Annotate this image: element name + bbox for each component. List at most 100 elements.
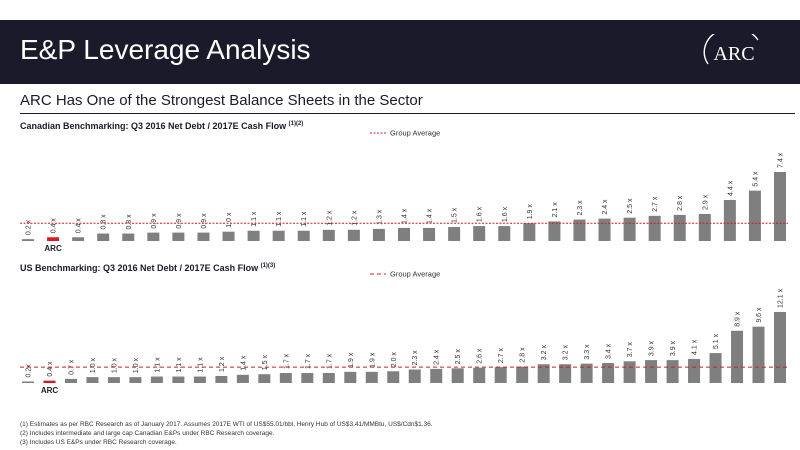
arc-bar: [47, 237, 60, 241]
bar-value-label: 1.9 x: [369, 352, 376, 368]
legend-label: Group Average: [390, 129, 440, 138]
bar: [623, 217, 636, 241]
bar-value-label: 1.6 x: [502, 206, 509, 222]
bar-value-label: 2.6 x: [477, 348, 484, 364]
bar: [673, 214, 686, 241]
bar-value-label: 1.7 x: [326, 353, 333, 369]
footnotes: (1) Estimates as per RBC Research as of …: [20, 420, 433, 447]
bar: [222, 231, 235, 241]
bar-value-label: 1.4 x: [240, 355, 247, 371]
bar: [573, 219, 586, 241]
bar-value-label: 4.1 x: [692, 339, 699, 355]
bar-value-label: 0.4 x: [47, 361, 54, 377]
bar: [150, 376, 163, 383]
bar: [709, 353, 722, 383]
bar-value-label: 2.0 x: [391, 352, 398, 368]
bar-value-label: 1.5 x: [262, 355, 269, 371]
bar-value-label: 5.4 x: [752, 171, 759, 187]
bar-value-label: 2.7 x: [498, 347, 505, 363]
legend-label: Group Average: [390, 270, 440, 279]
bar: [516, 366, 529, 383]
bar-value-label: 1.1 x: [251, 211, 258, 227]
page-subtitle: ARC Has One of the Strongest Balance She…: [20, 92, 423, 109]
bar-value-label: 0.9 x: [151, 213, 158, 229]
bar: [64, 378, 77, 383]
bar-value-label: 4.4 x: [727, 180, 734, 196]
bar: [147, 232, 160, 241]
bar: [774, 172, 786, 241]
bar-value-label: 5.1 x: [713, 333, 720, 349]
bar: [97, 233, 110, 241]
bar: [430, 368, 443, 383]
bar-value-label: 1.1 x: [301, 211, 308, 227]
bar-value-label: 2.4 x: [602, 199, 609, 215]
footnote-2: (2) Includes intermediate and large cap …: [20, 430, 275, 437]
bar-value-label: 8.9 x: [735, 311, 742, 327]
bar-value-label: 3.2 x: [541, 345, 548, 361]
bar: [494, 367, 507, 383]
bar-value-label: 0.8 x: [101, 214, 108, 230]
bar-value-label: 1.9 x: [527, 204, 534, 220]
bar-value-label: 3.4 x: [606, 343, 613, 359]
bar-value-label: 1.3 x: [376, 209, 383, 225]
bar-value-label: 2.4 x: [434, 349, 441, 365]
bar: [731, 330, 744, 383]
bar-value-label: 0.2 x: [26, 219, 33, 235]
bar: [537, 364, 550, 383]
bar-value-label: 0.4 x: [51, 218, 58, 234]
bar: [279, 373, 292, 383]
bar: [498, 226, 511, 241]
bar: [72, 237, 85, 241]
bar-value-label: 1.7 x: [305, 353, 312, 369]
bar: [398, 227, 410, 241]
bar: [473, 367, 486, 383]
bar: [236, 374, 249, 383]
bar-value-label: 1.0 x: [133, 357, 140, 373]
bar: [602, 363, 615, 383]
bar-value-label: 2.5 x: [627, 198, 634, 214]
bar: [215, 375, 228, 383]
bar: [580, 363, 593, 383]
bar: [451, 368, 464, 383]
bar-value-label: 1.2 x: [219, 356, 226, 372]
bar: [107, 377, 120, 383]
footnote-3: (3) Includes US E&Ps under RBC Research …: [20, 439, 177, 446]
bar-value-label: 1.7 x: [283, 353, 290, 369]
bar-value-label: 0.4 x: [76, 218, 83, 234]
bar: [645, 360, 658, 383]
bar: [774, 312, 786, 383]
bar: [322, 373, 335, 383]
bar: [448, 227, 461, 241]
us-chart-title: US Benchmarking: Q3 2016 Net Debt / 2017…: [20, 263, 275, 273]
bar-value-label: 1.1 x: [197, 357, 204, 373]
bar: [129, 377, 142, 383]
bar: [387, 371, 400, 383]
arc-logo: ARC: [703, 34, 759, 65]
canadian-benchmark-chart: 0.2 x 0.4 x 0.4 x 0.8 x 0.8 x 0.9 x 0.9 x 0.9 x…: [20, 129, 788, 253]
bar: [22, 239, 34, 241]
bar: [723, 199, 736, 241]
bar: [172, 376, 185, 383]
bar-value-label: 0.2x: [26, 364, 33, 378]
bar-value-label: 3.9 x: [670, 340, 677, 356]
bar: [172, 232, 185, 241]
bar: [648, 215, 661, 241]
bar: [748, 190, 761, 241]
bar-value-label: 1.2 x: [351, 210, 358, 226]
bar-value-label: 1.1 x: [176, 357, 183, 373]
arc-bar-label: ARC: [41, 386, 59, 395]
bar-value-label: 1.6 x: [477, 206, 484, 222]
bar: [473, 226, 486, 241]
logo-swoosh: [703, 34, 759, 65]
top-band: [0, 0, 800, 20]
subtitle-divider: [20, 113, 795, 114]
bar-value-label: 1.4 x: [427, 208, 434, 224]
bar: [688, 358, 701, 383]
bar-value-label: 1.9 x: [348, 352, 355, 368]
bar: [247, 230, 260, 241]
bar: [301, 373, 314, 383]
bar-value-label: 0.8 x: [126, 214, 133, 230]
bar: [598, 218, 611, 241]
us-chart-title-text: US Benchmarking: Q3 2016 Net Debt / 2017…: [20, 263, 259, 273]
